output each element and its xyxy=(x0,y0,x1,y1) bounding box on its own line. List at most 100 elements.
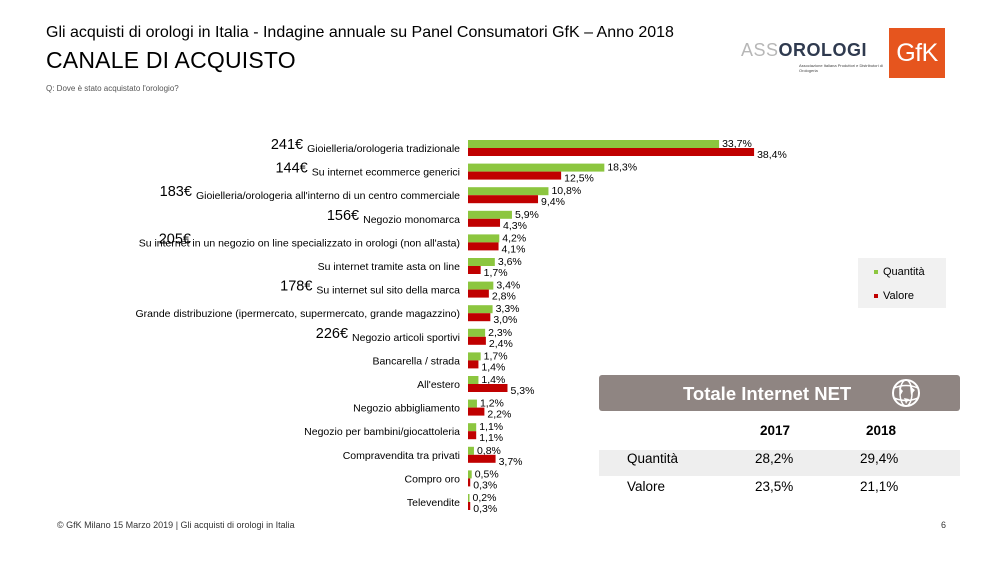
category-label: Negozio monomarca xyxy=(363,214,460,226)
gfk-logo: GfK xyxy=(889,28,945,78)
data-label-valore: 38,4% xyxy=(757,149,787,161)
data-label-quantita: 5,9% xyxy=(515,209,539,221)
data-label-quantita: 18,3% xyxy=(607,162,637,174)
globe-icon xyxy=(892,379,920,407)
bar-quantita xyxy=(468,352,481,361)
logo-tagline: Associazione Italiana Produttori e Distr… xyxy=(799,63,883,73)
logo-text-part2: OROLOGI xyxy=(778,40,868,60)
data-label-quantita: 3,3% xyxy=(496,303,520,315)
data-label-quantita: 33,7% xyxy=(722,138,752,150)
data-label-quantita: 1,1% xyxy=(479,421,503,433)
net-value-quantita-2018: 29,4% xyxy=(860,451,899,466)
average-price-label: 156€ xyxy=(327,208,359,224)
category-label: Su internet ecommerce generici xyxy=(312,167,460,179)
category-label: Compro oro xyxy=(405,473,461,485)
bar-valore xyxy=(468,171,562,180)
average-price-label: 144€ xyxy=(275,161,307,177)
data-label-valore: 4,1% xyxy=(502,243,526,255)
bar-quantita xyxy=(468,446,474,455)
bar-valore xyxy=(468,478,471,487)
footer-text: © GfK Milano 15 Marzo 2019 | Gli acquist… xyxy=(57,520,295,530)
category-label: Gioielleria/orologeria all'interno di un… xyxy=(196,190,460,202)
legend-label-quantita: Quantità xyxy=(883,266,925,278)
data-label-valore: 4,3% xyxy=(503,220,527,232)
data-label-valore: 2,4% xyxy=(489,338,513,350)
assorologi-logo: ASSOROLOGI Associazione Italiana Produtt… xyxy=(741,38,883,74)
category-label: Bancarella / strada xyxy=(372,355,460,367)
bar-valore xyxy=(468,218,501,227)
category-label: Su internet in un negozio on line specia… xyxy=(139,237,460,249)
bar-valore xyxy=(468,242,499,251)
net-year-2017: 2017 xyxy=(760,423,791,438)
page-title: CANALE DI ACQUISTO xyxy=(46,47,296,73)
bars-layer: Gioielleria/orologeria tradizionale 33,7%… xyxy=(136,137,787,515)
bar-quantita xyxy=(468,210,512,219)
category-label: Gioielleria/orologeria tradizionale xyxy=(307,143,460,155)
data-label-quantita: 2,3% xyxy=(488,327,512,339)
data-label-valore: 0,3% xyxy=(473,503,497,515)
bar-valore xyxy=(468,195,539,204)
data-label-quantita: 3,4% xyxy=(496,280,520,292)
net-value-valore-2018: 21,1% xyxy=(860,479,899,494)
internet-net-title: Totale Internet NET xyxy=(683,383,852,404)
survey-question: Q: Dove è stato acquistato l'orologio? xyxy=(46,84,179,93)
net-year-2018: 2018 xyxy=(866,423,897,438)
category-label: Negozio per bambini/giocattoleria xyxy=(304,426,460,438)
data-label-quantita: 1,2% xyxy=(480,398,504,410)
average-price-label: 183€ xyxy=(160,184,192,200)
bar-quantita xyxy=(468,234,500,243)
category-label: Grande distribuzione (ipermercato, super… xyxy=(136,308,461,320)
logo-text-part1: ASS xyxy=(741,40,779,60)
data-label-valore: 9,4% xyxy=(541,196,565,208)
bar-valore xyxy=(468,384,508,392)
category-label: Negozio abbigliamento xyxy=(353,403,460,415)
category-label: Negozio articoli sportivi xyxy=(352,332,460,344)
data-label-valore: 1,7% xyxy=(484,267,508,279)
average-price-label: 226€ xyxy=(316,326,348,342)
bar-valore xyxy=(468,407,485,416)
bar-valore xyxy=(468,454,496,463)
bar-quantita xyxy=(468,305,493,314)
bar-valore xyxy=(468,313,491,322)
category-label: Compravendita tra privati xyxy=(343,450,460,462)
legend-swatch-valore xyxy=(874,294,878,299)
bar-valore xyxy=(468,266,481,274)
average-price-label: 205€ xyxy=(159,231,191,247)
data-label-valore: 5,3% xyxy=(510,385,534,397)
data-label-valore: 12,5% xyxy=(564,173,594,185)
data-label-quantita: 4,2% xyxy=(502,232,526,244)
category-label: Televendite xyxy=(407,497,460,509)
legend-swatch-quantita xyxy=(874,270,878,275)
net-value-valore-2017: 23,5% xyxy=(755,479,794,494)
internet-net-header: Totale Internet NET xyxy=(599,375,960,411)
data-label-valore: 3,0% xyxy=(493,314,517,326)
net-row-label-quantita: Quantità xyxy=(627,451,679,466)
bar-quantita xyxy=(468,423,477,432)
bar-valore xyxy=(468,336,486,345)
data-label-quantita: 0,5% xyxy=(475,468,499,480)
bar-quantita xyxy=(468,140,720,148)
bar-valore xyxy=(468,289,489,298)
bar-valore xyxy=(468,431,477,440)
data-label-valore: 3,7% xyxy=(499,456,523,468)
data-label-valore: 0,3% xyxy=(473,479,497,491)
data-label-quantita: 0,8% xyxy=(477,445,501,457)
bar-valore xyxy=(468,502,471,510)
bar-valore xyxy=(468,360,479,369)
data-label-quantita: 1,4% xyxy=(481,374,505,386)
bar-quantita xyxy=(468,328,486,337)
data-label-valore: 1,4% xyxy=(481,361,505,373)
bar-quantita xyxy=(468,399,477,408)
average-price-label: 241€ xyxy=(271,137,303,153)
bar-quantita xyxy=(468,376,479,384)
data-label-quantita: 0,2% xyxy=(472,492,496,504)
data-label-quantita: 1,7% xyxy=(484,350,508,362)
category-label: Su internet tramite asta on line xyxy=(318,261,461,273)
category-label: All'estero xyxy=(417,379,460,391)
page-number: 6 xyxy=(941,520,947,530)
bar-quantita xyxy=(468,258,495,266)
net-row-label-valore: Valore xyxy=(627,479,666,494)
bar-quantita xyxy=(468,163,605,172)
legend-item-valore: Valore xyxy=(874,290,914,302)
